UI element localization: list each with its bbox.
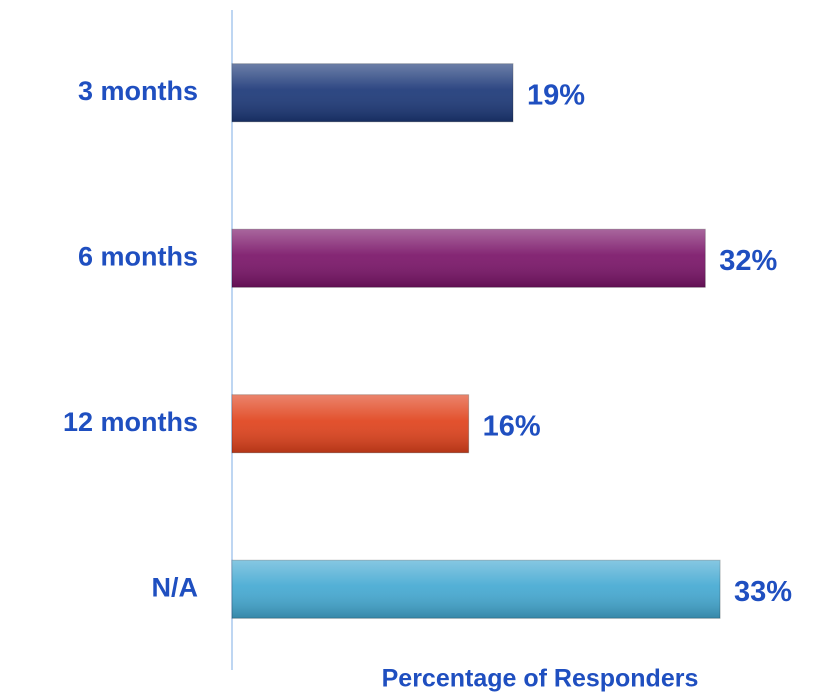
bar-shine [232,63,513,122]
y-tick-label: 6 months [78,241,198,271]
y-tick-label: 3 months [78,76,198,106]
axis-title: Percentage of Responders [382,665,699,693]
bar-shine [232,560,721,619]
value-label: 32% [719,245,777,277]
bar-shine [232,229,706,288]
y-tick-label: N/A [152,572,199,602]
value-label: 16% [483,410,541,442]
value-label: 33% [734,576,792,608]
bar-shine [232,394,469,453]
value-label: 19% [527,79,585,111]
y-tick-label: 12 months [63,407,198,437]
